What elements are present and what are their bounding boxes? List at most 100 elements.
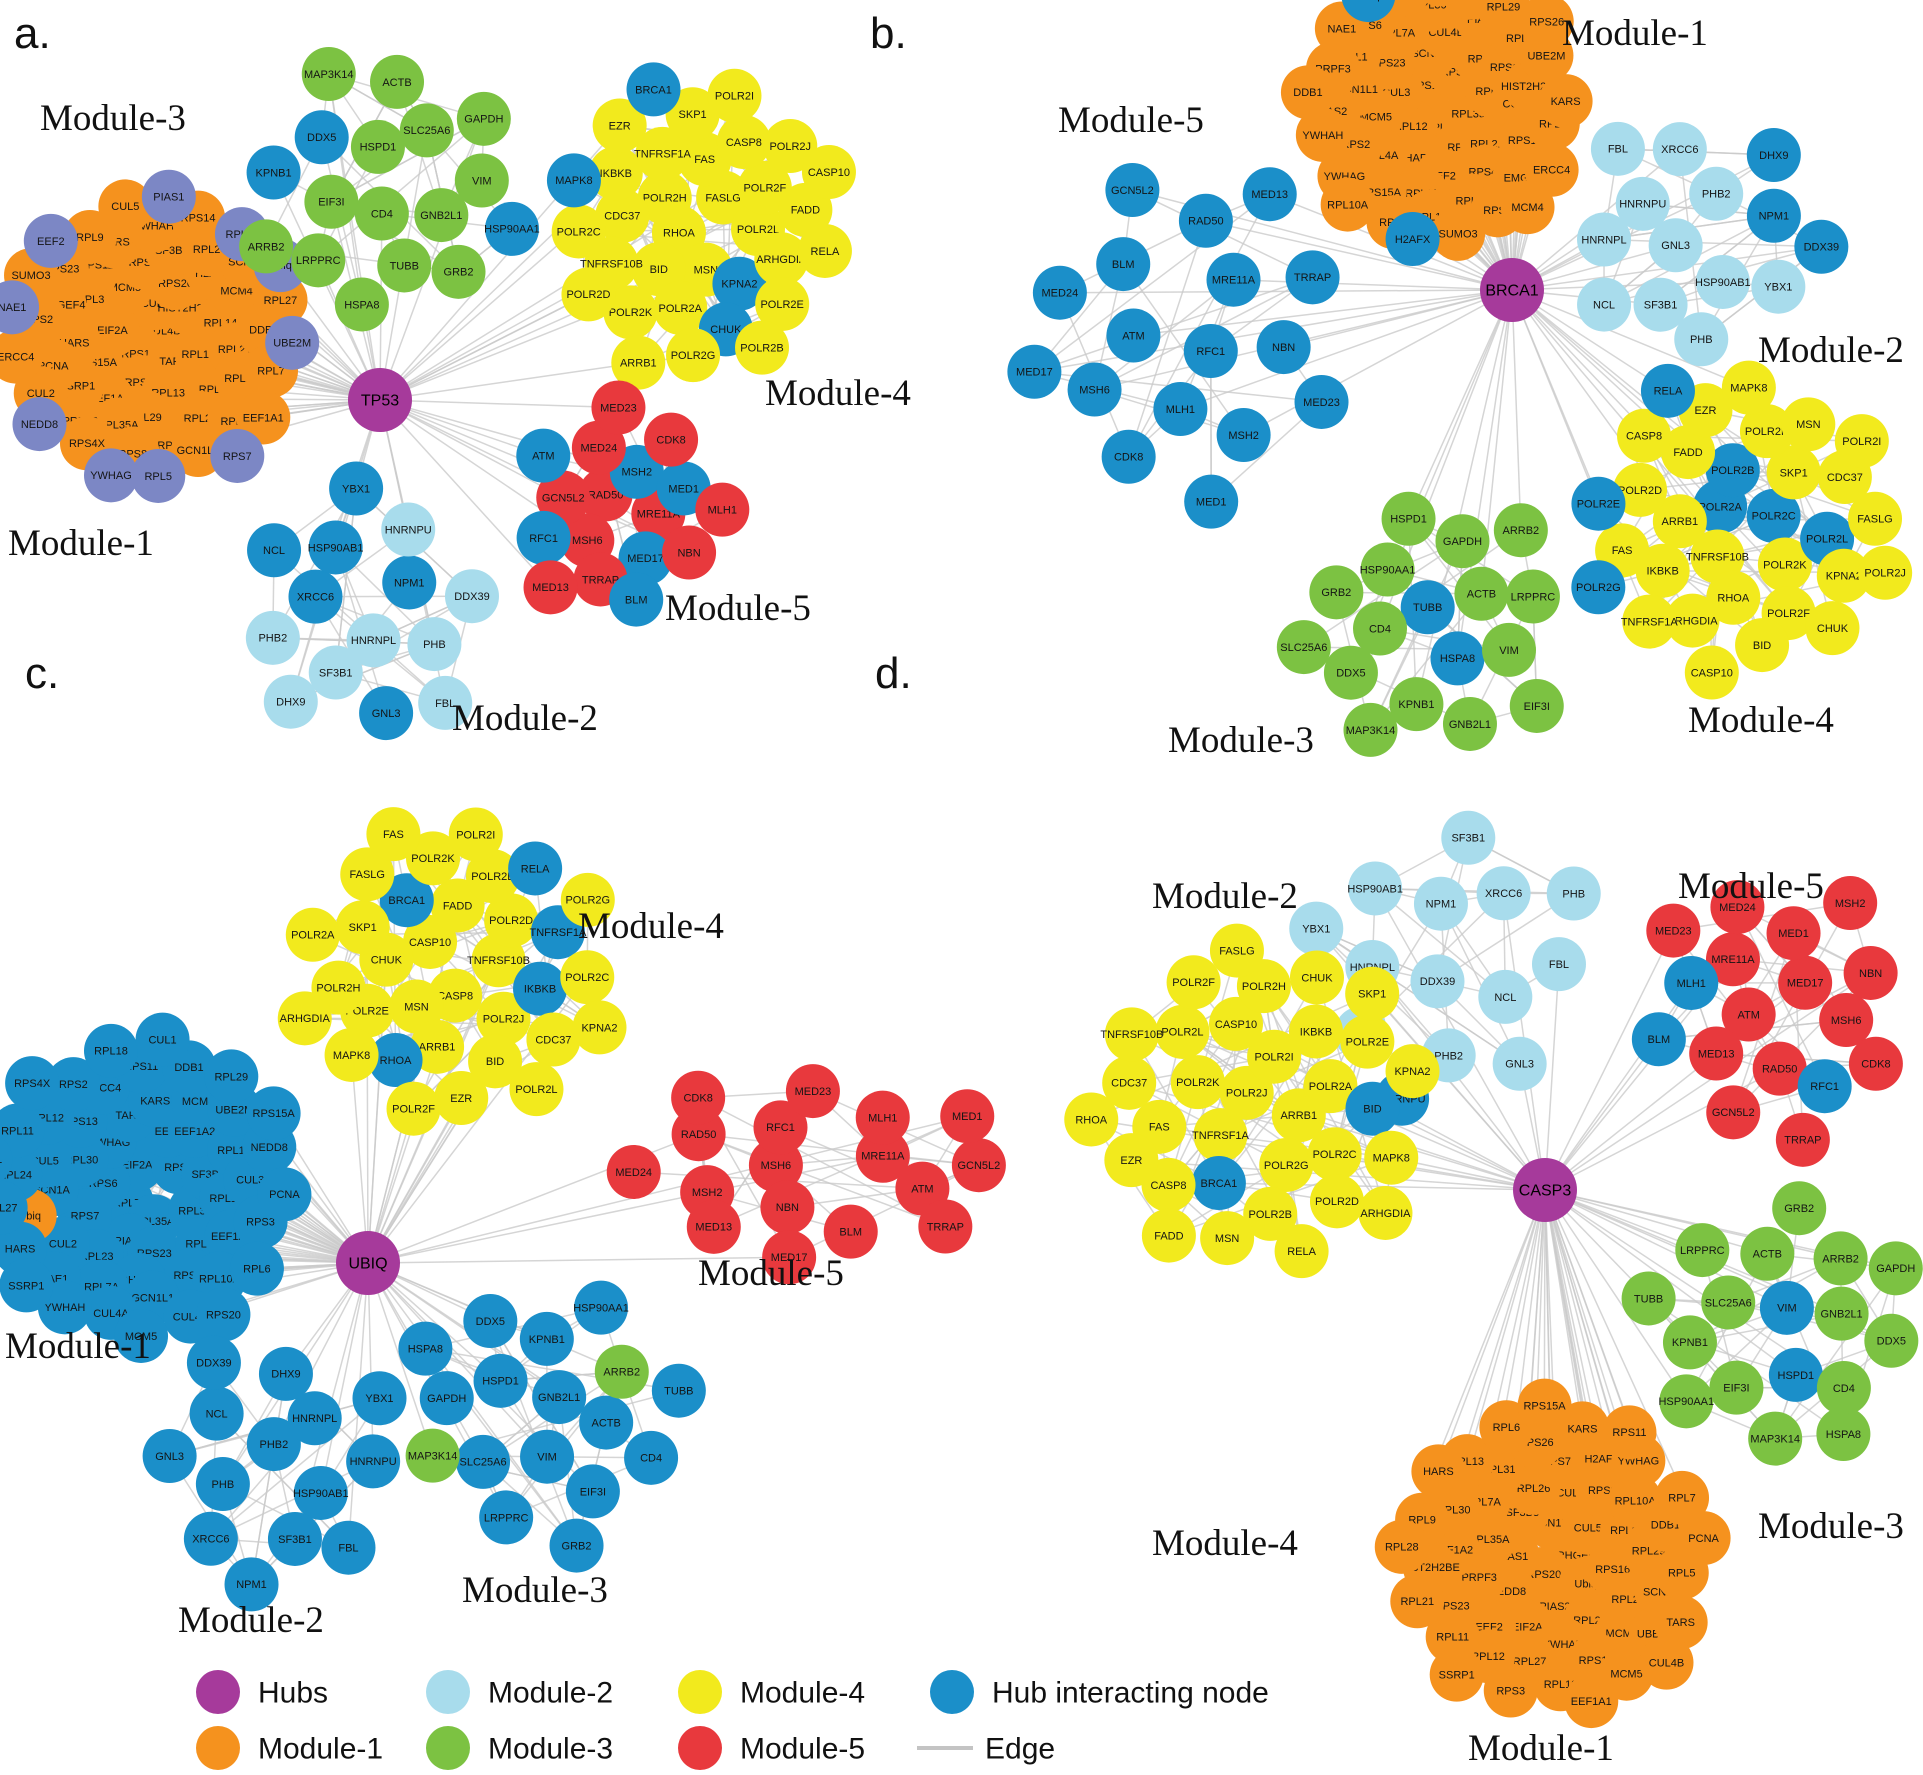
node-Ubiq — [1341, 0, 1395, 23]
node-CDK8 — [671, 1070, 726, 1125]
node-label: RHOA — [1075, 1114, 1107, 1126]
module-label-module-2: Module-2 — [1758, 330, 1904, 371]
node-label: MAP3K14 — [1346, 725, 1396, 737]
node-ARHGDIA — [1358, 1185, 1413, 1240]
legend-label: Module-2 — [488, 1677, 613, 1710]
node-label: MSH2 — [692, 1187, 723, 1199]
node-UBE2M — [265, 315, 320, 370]
node-label: GRB2 — [444, 267, 474, 279]
node-HSPD1 — [1768, 1347, 1823, 1402]
node-label: NCL — [1494, 992, 1516, 1004]
node-POLR2G — [666, 328, 721, 383]
node-label: SLC25A6 — [460, 1457, 507, 1469]
node-label: ARRB2 — [1502, 525, 1539, 537]
legend-swatch-hub — [196, 1670, 240, 1714]
node-HNRNPU — [346, 1434, 401, 1489]
node-label: MED1 — [952, 1111, 983, 1123]
node-label: SKP1 — [1780, 467, 1808, 479]
node-label: MED17 — [627, 553, 664, 565]
node-MLH1 — [1153, 382, 1208, 437]
node-label: RPS3 — [1496, 1685, 1525, 1697]
node-label: RPL28 — [1385, 1542, 1419, 1554]
node-POLR2L — [509, 1062, 564, 1117]
node-label: KPNB1 — [256, 167, 292, 179]
node-label: XRCC6 — [1661, 144, 1698, 156]
node-HSP90AA1 — [1659, 1374, 1714, 1429]
hub-node-CASP3 — [1513, 1158, 1577, 1222]
node-POLR2A — [285, 907, 340, 962]
node-BLM — [1631, 1012, 1686, 1067]
node-DHX9 — [258, 1346, 313, 1401]
node-LRPPRC — [1675, 1223, 1730, 1278]
node-GCN5L2 — [1706, 1085, 1761, 1140]
node-label: RFC1 — [529, 533, 558, 545]
node-label: MSN — [404, 1001, 429, 1013]
node-NPM1 — [224, 1557, 279, 1612]
node-label: RPL12 — [1394, 121, 1428, 133]
node-label: RFC1 — [766, 1122, 795, 1134]
node-label: HSPD1 — [360, 142, 397, 154]
node-H2AFX — [1385, 212, 1440, 267]
node-label: HSP90AB1 — [1695, 277, 1751, 289]
node-RPL6 — [229, 1241, 284, 1296]
node-label: TUBB — [1634, 1293, 1663, 1305]
node-label: TNFRSF10B — [1100, 1029, 1163, 1041]
node-KPNB1 — [1662, 1315, 1717, 1370]
node-PHB — [1546, 866, 1601, 921]
node-label: NBN — [677, 547, 700, 559]
node-BID — [1735, 618, 1790, 673]
node-label: RPL5 — [1668, 1568, 1696, 1580]
node-ARRB1 — [1652, 494, 1707, 549]
node-POLR2C — [560, 950, 615, 1005]
node-label: RPL7 — [257, 366, 285, 378]
node-POLR2B — [1705, 443, 1760, 498]
node-label: BRCA1 — [388, 895, 425, 907]
node-label: SUMO3 — [11, 270, 50, 282]
node-TNFRSF10B — [1690, 529, 1745, 584]
node-SKP1 — [665, 87, 720, 142]
node-POLR2B — [1243, 1186, 1298, 1241]
node-label: MSH6 — [1079, 384, 1110, 396]
node-label: TUBB — [664, 1386, 693, 1398]
node-MED23 — [591, 380, 646, 435]
node-KPNB1 — [1389, 677, 1444, 732]
node-label: RFC1 — [1196, 346, 1225, 358]
hub-edge — [1371, 993, 1546, 1191]
node-label: PHB — [1562, 888, 1585, 900]
node-label: NEDD8 — [21, 419, 58, 431]
node-label: NCL — [263, 545, 285, 557]
node-POLR2E — [1571, 476, 1626, 531]
node-label: CD4 — [1833, 1383, 1855, 1395]
node-RPL11 — [0, 1103, 45, 1158]
node-TUBB — [651, 1363, 706, 1418]
node-label: GAPDH — [1876, 1263, 1915, 1275]
node-GCN5L2 — [951, 1138, 1006, 1193]
node-MED24 — [1710, 880, 1765, 935]
node-TRRAP — [1285, 250, 1340, 305]
node-label: MED23 — [1303, 397, 1340, 409]
node-label: MAP3K14 — [304, 69, 354, 81]
node-MED1 — [1184, 474, 1239, 529]
node-TNFRSF1A — [1193, 1108, 1248, 1163]
node-RPL29 — [204, 1049, 259, 1104]
node-label: POLR2E — [760, 299, 803, 311]
panel-letter-a: a. — [14, 9, 51, 58]
node-ATM — [1721, 987, 1776, 1042]
node-label: DDX39 — [1804, 242, 1839, 254]
node-FBL — [418, 675, 473, 730]
node-label: EZR — [1694, 405, 1716, 417]
node-CDK8 — [1101, 429, 1156, 484]
node-YBX1 — [1289, 901, 1344, 956]
edge — [334, 488, 357, 673]
legend-label: Module-3 — [488, 1733, 613, 1766]
hub-edge — [1059, 289, 1513, 294]
node-label: CASP8 — [1626, 431, 1662, 443]
node-label: MRE11A — [1711, 954, 1755, 966]
node-MAPK8 — [324, 1027, 379, 1082]
node-label: POLR2I — [1255, 1052, 1294, 1064]
node-label: PHB2 — [1702, 189, 1731, 201]
node-KPNA2 — [1385, 1044, 1440, 1099]
node-label: POLR2G — [1264, 1160, 1309, 1172]
node-label: POLR2H — [316, 982, 360, 994]
